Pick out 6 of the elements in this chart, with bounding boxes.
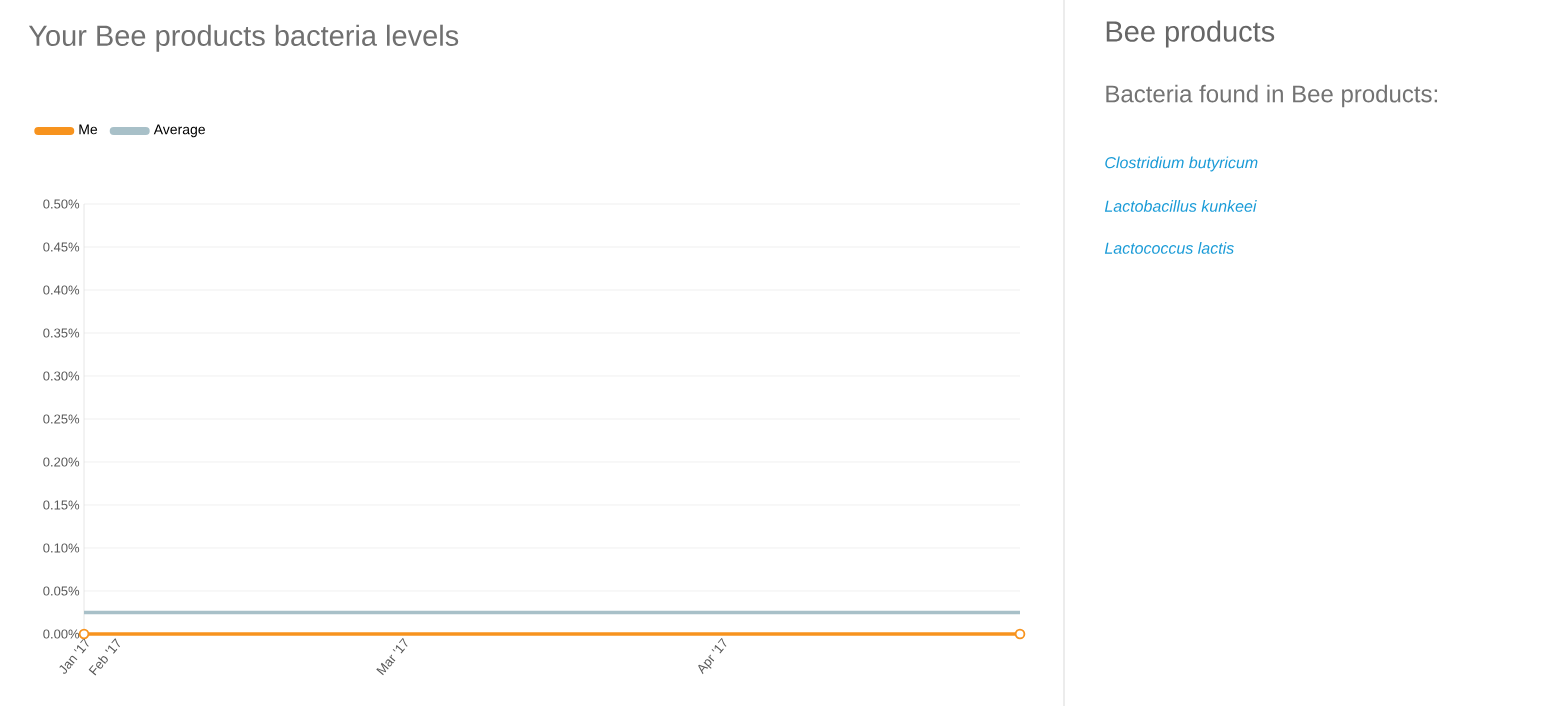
text: Bacteria found in Bee products: [1106,84,1438,108]
chart-title: Your Bee products bacteria levels [28,24,459,52]
text: Lactobacillus kunkeei [1104,200,1257,212]
text: Lactococcus lactis [1104,242,1234,254]
text: Bee products [1106,20,1275,48]
text: Clostridium butyricum [1105,156,1258,172]
